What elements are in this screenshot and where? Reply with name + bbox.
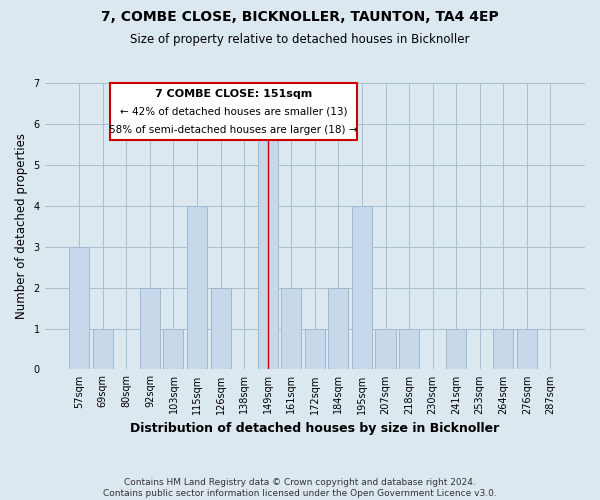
Bar <box>305 328 325 370</box>
Text: 7 COMBE CLOSE: 151sqm: 7 COMBE CLOSE: 151sqm <box>155 90 312 100</box>
Bar <box>93 328 113 370</box>
Text: Size of property relative to detached houses in Bicknoller: Size of property relative to detached ho… <box>130 32 470 46</box>
Bar <box>281 288 301 370</box>
Bar <box>352 206 372 370</box>
Bar <box>258 124 278 370</box>
Bar <box>493 328 514 370</box>
Text: 7, COMBE CLOSE, BICKNOLLER, TAUNTON, TA4 4EP: 7, COMBE CLOSE, BICKNOLLER, TAUNTON, TA4… <box>101 10 499 24</box>
Y-axis label: Number of detached properties: Number of detached properties <box>15 133 28 319</box>
Bar <box>376 328 395 370</box>
Text: ← 42% of detached houses are smaller (13): ← 42% of detached houses are smaller (13… <box>120 106 347 117</box>
Bar <box>517 328 537 370</box>
Text: 58% of semi-detached houses are larger (18) →: 58% of semi-detached houses are larger (… <box>109 125 358 135</box>
Bar <box>69 246 89 370</box>
FancyBboxPatch shape <box>110 83 357 140</box>
X-axis label: Distribution of detached houses by size in Bicknoller: Distribution of detached houses by size … <box>130 422 499 435</box>
Bar <box>328 288 349 370</box>
Bar <box>187 206 207 370</box>
Bar <box>211 288 230 370</box>
Bar <box>399 328 419 370</box>
Text: Contains HM Land Registry data © Crown copyright and database right 2024.
Contai: Contains HM Land Registry data © Crown c… <box>103 478 497 498</box>
Bar <box>163 328 184 370</box>
Bar <box>446 328 466 370</box>
Bar <box>140 288 160 370</box>
